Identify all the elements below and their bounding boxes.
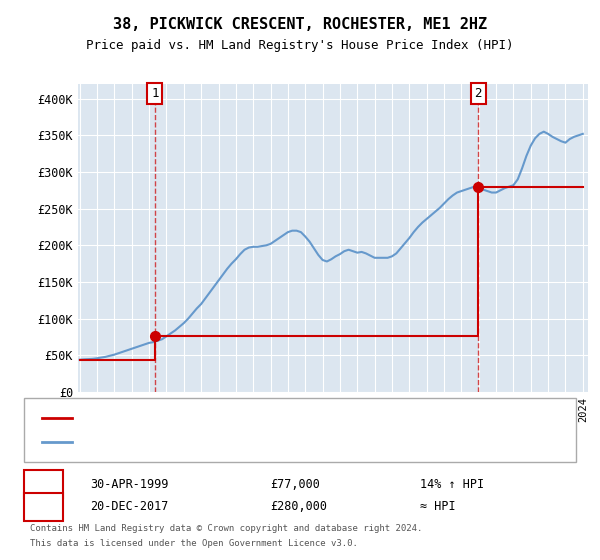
Text: 30-APR-1999: 30-APR-1999 <box>90 478 169 491</box>
Text: 1: 1 <box>40 478 47 491</box>
Text: Price paid vs. HM Land Registry's House Price Index (HPI): Price paid vs. HM Land Registry's House … <box>86 39 514 52</box>
Text: 14% ↑ HPI: 14% ↑ HPI <box>420 478 484 491</box>
Text: £280,000: £280,000 <box>270 500 327 514</box>
Text: 20-DEC-2017: 20-DEC-2017 <box>90 500 169 514</box>
Text: HPI: Average price, semi-detached house, Medway: HPI: Average price, semi-detached house,… <box>78 436 372 446</box>
Text: 1: 1 <box>151 87 158 100</box>
Text: ≈ HPI: ≈ HPI <box>420 500 455 514</box>
Text: 2: 2 <box>475 87 482 100</box>
Text: 2: 2 <box>40 500 47 514</box>
Text: This data is licensed under the Open Government Licence v3.0.: This data is licensed under the Open Gov… <box>30 539 358 548</box>
Text: £77,000: £77,000 <box>270 478 320 491</box>
Text: 38, PICKWICK CRESCENT, ROCHESTER, ME1 2HZ (semi-detached house): 38, PICKWICK CRESCENT, ROCHESTER, ME1 2H… <box>78 413 472 423</box>
Text: Contains HM Land Registry data © Crown copyright and database right 2024.: Contains HM Land Registry data © Crown c… <box>30 524 422 533</box>
Text: 38, PICKWICK CRESCENT, ROCHESTER, ME1 2HZ: 38, PICKWICK CRESCENT, ROCHESTER, ME1 2H… <box>113 17 487 32</box>
